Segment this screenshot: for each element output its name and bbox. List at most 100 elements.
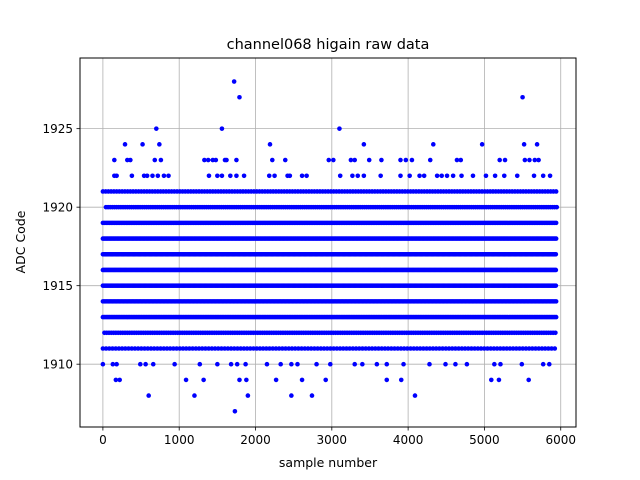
data-point	[151, 346, 157, 351]
x-axis-label: sample number	[279, 455, 378, 470]
data-point	[517, 346, 522, 351]
data-point	[224, 157, 229, 163]
data-point	[183, 377, 189, 383]
data-point	[485, 346, 490, 351]
data-point	[424, 346, 429, 351]
data-point	[440, 346, 445, 351]
data-point	[139, 346, 144, 351]
data-point	[379, 346, 385, 351]
data-point	[117, 377, 122, 383]
data-point	[315, 346, 320, 351]
data-point	[135, 346, 141, 351]
x-tick-label: 4000	[393, 433, 424, 447]
data-point	[264, 361, 270, 367]
data-point	[549, 346, 554, 351]
data-point	[527, 157, 532, 163]
data-point	[228, 361, 234, 367]
data-point	[553, 267, 559, 273]
data-point	[337, 346, 343, 351]
data-point	[443, 361, 448, 367]
data-point	[289, 346, 295, 351]
data-point	[260, 346, 266, 351]
data-point	[197, 361, 203, 367]
data-point	[401, 361, 406, 367]
data-point	[132, 346, 138, 351]
data-point	[219, 126, 225, 131]
data-point	[328, 346, 333, 351]
data-point	[510, 346, 516, 351]
data-point	[392, 346, 397, 351]
data-point	[327, 361, 333, 367]
data-point	[523, 346, 529, 351]
data-point	[286, 346, 292, 351]
data-point	[507, 346, 513, 351]
data-point	[215, 173, 220, 179]
data-point	[431, 142, 436, 147]
data-point	[304, 173, 309, 179]
data-point	[232, 409, 238, 414]
data-point	[350, 346, 356, 351]
data-point	[283, 346, 288, 351]
data-point	[180, 346, 186, 351]
data-point	[128, 157, 133, 163]
data-point	[318, 346, 324, 351]
data-point	[360, 346, 365, 351]
data-point	[282, 157, 288, 163]
data-point	[164, 346, 170, 351]
data-point	[254, 346, 260, 351]
data-point	[187, 346, 192, 351]
data-point	[241, 173, 247, 179]
data-point	[251, 346, 256, 351]
data-point	[331, 346, 336, 351]
data-point	[395, 346, 401, 351]
data-point	[272, 173, 277, 179]
y-tick-label: 1910	[42, 357, 73, 371]
data-point	[361, 142, 367, 147]
data-point	[215, 346, 221, 351]
data-point	[403, 157, 409, 163]
data-point	[353, 346, 359, 351]
data-point	[113, 346, 119, 351]
data-point	[295, 361, 300, 367]
data-point	[144, 173, 150, 179]
data-point	[119, 346, 125, 351]
data-point	[172, 361, 177, 367]
data-point	[212, 346, 218, 351]
data-point	[116, 346, 122, 351]
data-point	[453, 346, 458, 351]
data-point	[492, 361, 497, 367]
data-point	[312, 346, 317, 351]
data-point	[475, 346, 481, 351]
data-point	[398, 173, 403, 179]
data-point	[363, 346, 369, 351]
data-point	[553, 283, 559, 288]
data-point	[519, 361, 525, 367]
data-point	[355, 173, 361, 179]
data-point	[219, 173, 225, 179]
data-point	[110, 361, 116, 367]
data-point	[479, 142, 485, 147]
data-point	[248, 346, 253, 351]
data-point	[347, 346, 352, 351]
data-point	[411, 346, 417, 351]
data-point	[470, 173, 476, 179]
data-point	[398, 377, 404, 383]
data-point	[373, 346, 378, 351]
data-point	[114, 361, 119, 367]
data-point	[234, 173, 239, 179]
data-point	[530, 346, 535, 351]
data-point	[305, 346, 311, 351]
data-point	[103, 346, 109, 351]
data-point	[412, 393, 418, 398]
data-point	[113, 377, 119, 383]
data-point	[531, 173, 537, 179]
data-point	[337, 173, 343, 179]
data-point	[264, 346, 269, 351]
data-point	[257, 346, 263, 351]
data-point	[350, 173, 355, 179]
data-point	[553, 299, 559, 304]
data-point	[427, 361, 432, 367]
data-point	[235, 346, 240, 351]
data-point	[536, 157, 541, 163]
data-point	[464, 361, 470, 367]
